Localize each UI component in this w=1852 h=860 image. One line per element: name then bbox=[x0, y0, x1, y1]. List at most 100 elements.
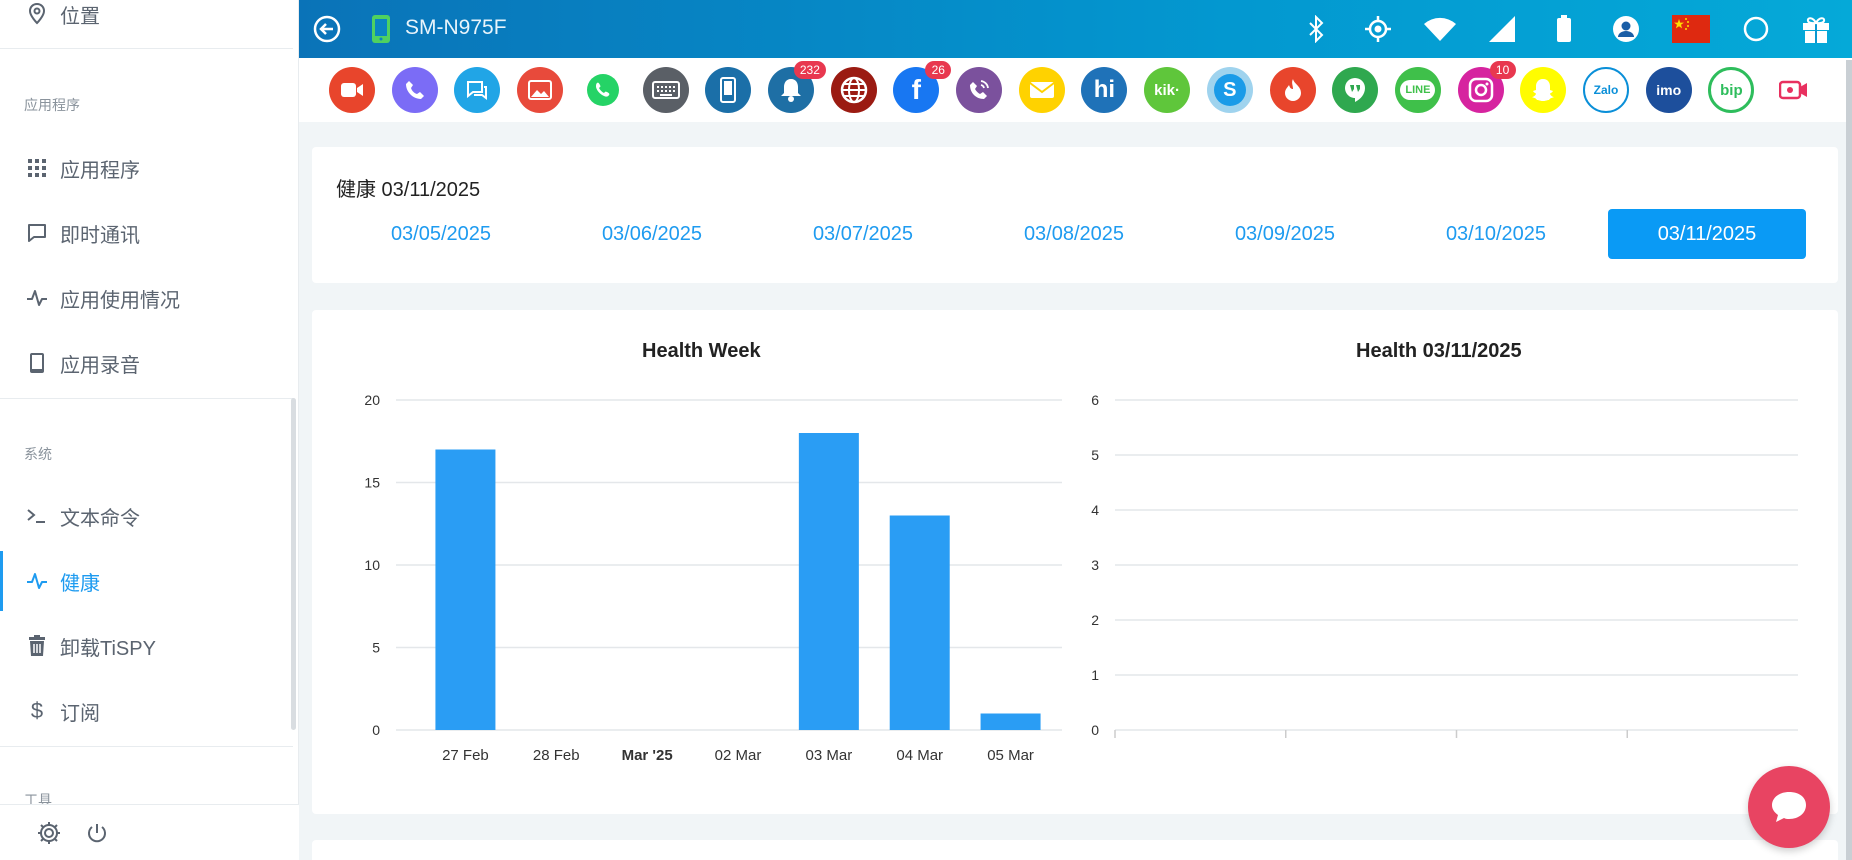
app-viber-button[interactable] bbox=[956, 67, 1002, 113]
section-title-system: 系统 bbox=[24, 446, 52, 462]
activity-icon bbox=[26, 287, 48, 309]
page-scrollbar[interactable] bbox=[1846, 60, 1852, 860]
account-icon[interactable] bbox=[1609, 12, 1643, 46]
app-notifications-button[interactable]: 232 bbox=[767, 61, 826, 113]
app-messages-button[interactable] bbox=[454, 67, 501, 113]
app-bip-button[interactable]: bip bbox=[1708, 67, 1755, 113]
app-skype-button[interactable]: S bbox=[1206, 67, 1253, 113]
app-hangouts-button[interactable] bbox=[1332, 67, 1379, 113]
chart-card: Health Week Health 03/11/2025 0 5 10 15 20 27… bbox=[312, 310, 1838, 814]
app-video-call-button[interactable] bbox=[329, 67, 375, 113]
app-hike-button[interactable]: hi bbox=[1081, 67, 1128, 113]
notification-badge: 10 bbox=[1489, 61, 1516, 79]
gallery-icon bbox=[528, 80, 553, 100]
dollar-icon: $ bbox=[30, 698, 44, 723]
y-tick-label: 1 bbox=[1091, 667, 1099, 683]
date-tab[interactable]: 03/11/2025 bbox=[1608, 209, 1806, 259]
sidebar-item-apps[interactable]: 应用程序 bbox=[0, 138, 299, 198]
sidebar-item-text-command[interactable]: 文本命令 bbox=[0, 486, 299, 546]
skype-icon: S bbox=[1213, 74, 1246, 106]
wifi-icon[interactable] bbox=[1423, 12, 1457, 46]
activity-icon bbox=[26, 570, 48, 592]
app-keyboard-button[interactable] bbox=[642, 67, 689, 113]
chat-fab-button[interactable] bbox=[1748, 766, 1830, 848]
back-button[interactable] bbox=[311, 13, 343, 45]
messages-icon bbox=[465, 79, 489, 101]
app-whatsapp-button[interactable] bbox=[579, 67, 626, 113]
sidebar-item-label: 位置 bbox=[60, 5, 100, 28]
app-instagram-button[interactable]: 10 bbox=[1457, 61, 1516, 113]
y-tick-label: 4 bbox=[1091, 502, 1099, 518]
sidebar-item-health[interactable]: 健康 bbox=[0, 551, 299, 611]
chat-bubble-icon bbox=[1772, 792, 1806, 822]
date-card: 健康 03/11/2025 03/05/2025 03/06/2025 03/07/… bbox=[312, 147, 1838, 283]
sidebar-item-im[interactable]: 即时通讯 bbox=[0, 203, 299, 263]
app-gallery-button[interactable] bbox=[517, 67, 564, 113]
x-tick-label: 27 Feb bbox=[442, 747, 489, 764]
sidebar-item-subscription[interactable]: $ 订阅 bbox=[0, 681, 299, 741]
circle-icon[interactable] bbox=[1739, 12, 1773, 46]
email-icon bbox=[1029, 81, 1055, 99]
line-icon: LINE bbox=[1400, 80, 1436, 100]
phone-device-icon bbox=[26, 352, 48, 374]
power-icon[interactable] bbox=[84, 820, 110, 846]
notification-badge: 26 bbox=[925, 61, 952, 79]
sidebar-item-label: 应用程序 bbox=[60, 159, 140, 182]
date-tab[interactable]: 03/06/2025 bbox=[601, 222, 703, 245]
app-imo-button[interactable]: imo bbox=[1645, 67, 1692, 113]
battery-icon[interactable] bbox=[1547, 12, 1581, 46]
back-arrow-icon bbox=[313, 15, 341, 43]
date-tab[interactable]: 03/08/2025 bbox=[1023, 222, 1125, 245]
bar bbox=[980, 713, 1041, 730]
app-kik-button[interactable]: kik· bbox=[1144, 67, 1191, 113]
app-icon-row: 232 f 26 hi kik· S LINE 10 Zalo imo bip bbox=[299, 58, 1852, 122]
x-tick-label: 04 Mar bbox=[896, 747, 943, 764]
chat-bubble-icon bbox=[26, 222, 48, 244]
sidebar-item-label: 即时通讯 bbox=[60, 224, 140, 247]
bip-icon: bip bbox=[1720, 81, 1743, 99]
sidebar-item-location[interactable]: 位置 bbox=[0, 0, 299, 44]
phone-device-icon bbox=[372, 15, 390, 43]
gps-icon[interactable] bbox=[1361, 12, 1395, 46]
app-phone-button[interactable] bbox=[391, 67, 438, 113]
date-tab[interactable]: 03/09/2025 bbox=[1234, 222, 1336, 245]
imo-icon: imo bbox=[1656, 82, 1682, 98]
app-browser-button[interactable] bbox=[830, 67, 877, 113]
sidebar-item-app-recording[interactable]: 应用录音 bbox=[0, 333, 299, 393]
sidebar-scrollbar[interactable] bbox=[291, 398, 296, 730]
gift-icon[interactable] bbox=[1799, 12, 1833, 46]
china-flag-icon[interactable] bbox=[1671, 12, 1711, 46]
y-tick-label: 0 bbox=[372, 722, 380, 738]
app-tinder-button[interactable] bbox=[1269, 67, 1316, 113]
sidebar-item-app-usage[interactable]: 应用使用情况 bbox=[0, 268, 299, 328]
sidebar-item-label: 文本命令 bbox=[60, 507, 140, 530]
device-name: SM-N975F bbox=[405, 16, 507, 39]
divider bbox=[0, 746, 293, 747]
app-likee-button[interactable] bbox=[1771, 67, 1818, 113]
x-tick-label: 05 Mar bbox=[987, 747, 1034, 764]
hike-icon: hi bbox=[1093, 76, 1116, 103]
divider bbox=[0, 398, 293, 399]
app-email-button[interactable] bbox=[1018, 67, 1065, 113]
date-tab[interactable]: 03/10/2025 bbox=[1445, 222, 1547, 245]
app-line-button[interactable]: LINE bbox=[1394, 67, 1441, 113]
gear-icon[interactable] bbox=[36, 820, 62, 846]
sidebar-item-uninstall[interactable]: 卸载TiSPY bbox=[0, 616, 299, 676]
app-snapchat-button[interactable] bbox=[1520, 67, 1567, 113]
sidebar-item-label: 健康 bbox=[60, 572, 100, 595]
bluetooth-icon[interactable] bbox=[1299, 12, 1333, 46]
app-device-button[interactable] bbox=[705, 67, 752, 113]
hangouts-icon bbox=[1342, 76, 1368, 104]
chart-title-day: Health 03/11/2025 bbox=[1356, 340, 1522, 362]
device-icon bbox=[720, 77, 737, 103]
y-tick-label: 3 bbox=[1091, 557, 1099, 573]
date-tab[interactable]: 03/05/2025 bbox=[390, 222, 492, 245]
y-tick-label: 5 bbox=[1091, 447, 1099, 463]
sidebar-footer bbox=[0, 804, 299, 860]
date-tab[interactable]: 03/07/2025 bbox=[812, 222, 914, 245]
sidebar-item-label: 卸载TiSPY bbox=[60, 637, 156, 660]
app-zalo-button[interactable]: Zalo bbox=[1583, 67, 1629, 113]
app-facebook-button[interactable]: f 26 bbox=[893, 61, 952, 113]
signal-icon[interactable] bbox=[1485, 12, 1519, 46]
sidebar-item-label: 应用使用情况 bbox=[60, 289, 180, 312]
